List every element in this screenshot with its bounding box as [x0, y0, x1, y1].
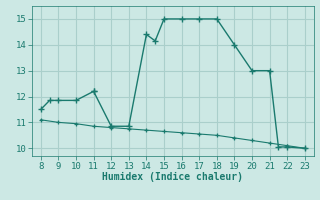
X-axis label: Humidex (Indice chaleur): Humidex (Indice chaleur)	[102, 172, 243, 182]
